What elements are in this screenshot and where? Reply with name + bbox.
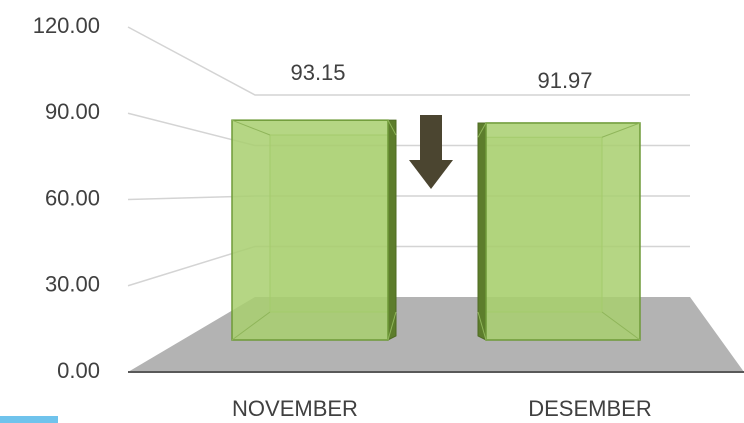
bar-edge [231, 311, 271, 341]
bar-side [387, 119, 397, 341]
bar-edge [231, 119, 271, 136]
y-tick-label: 30.00 [45, 272, 100, 297]
bar-edge [601, 122, 641, 138]
bar-side [477, 122, 487, 341]
bar-front [485, 122, 641, 341]
accent-strip [0, 416, 58, 423]
floor [128, 297, 744, 372]
grid-line [127, 26, 690, 96]
bar-edge [477, 311, 487, 341]
value-label: 91.97 [537, 68, 592, 93]
bar-edge [601, 311, 641, 341]
bar [477, 122, 641, 341]
bar-edge [477, 122, 487, 138]
bars [231, 119, 641, 341]
bar-front [231, 119, 389, 341]
bar-edge [387, 119, 397, 136]
y-tick-label: 60.00 [45, 185, 100, 210]
bar [231, 119, 397, 341]
x-tick-label: DESEMBER [528, 396, 651, 421]
down-arrow [409, 115, 453, 189]
x-tick-label: NOVEMBER [232, 396, 358, 421]
y-tick-label: 120.00 [33, 13, 100, 38]
value-label: 93.15 [290, 60, 345, 85]
y-tick-label: 90.00 [45, 99, 100, 124]
y-tick-label: 0.00 [57, 358, 100, 383]
bar-edge [387, 311, 397, 341]
